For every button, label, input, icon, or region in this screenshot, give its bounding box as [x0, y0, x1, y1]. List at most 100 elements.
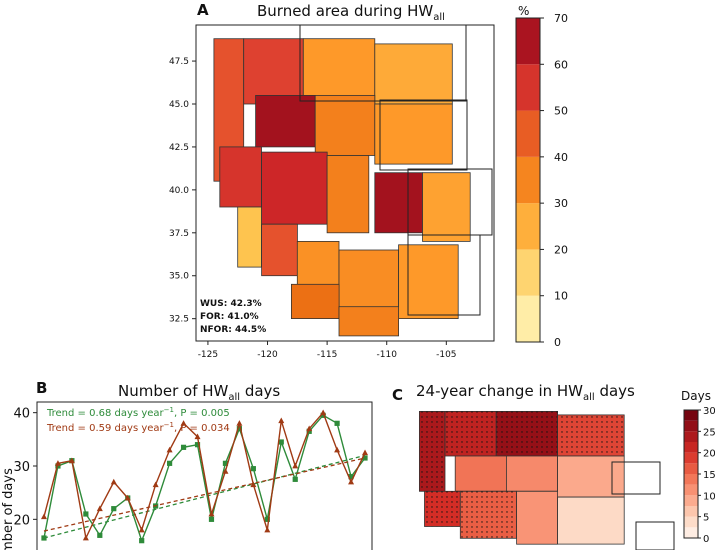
data-point [222, 468, 229, 474]
x-tick-label: -110 [377, 350, 398, 360]
data-point [138, 526, 145, 533]
data-point [362, 449, 369, 456]
state-box [379, 99, 468, 171]
data-point [194, 433, 201, 440]
data-point [306, 425, 313, 432]
panel-a-letter: A [197, 1, 209, 19]
b-y-tick-label: 40 [13, 407, 30, 422]
colorbar-c-bin [684, 452, 698, 464]
panel-b-frame [36, 401, 373, 550]
data-point [334, 420, 340, 426]
colorbar-c-tick-label: 20 [703, 449, 715, 460]
data-point [334, 446, 341, 453]
colorbar-c-bin [684, 431, 698, 442]
panel-c-letter: C [392, 386, 403, 404]
data-point [320, 412, 326, 418]
map-c-region [454, 455, 507, 492]
colorbar-a-frame [515, 17, 541, 343]
panel-c-title: 24-year change in HWall days [416, 382, 635, 403]
panel-b-plot: 20 30 40 [13, 407, 369, 544]
series-line [43, 411, 366, 541]
colorbar-a-unit: % [518, 4, 529, 18]
x-tick-label: -105 [436, 350, 456, 360]
trend-line [43, 457, 366, 532]
colorbar-c-tick-label: 25 [703, 427, 715, 438]
colorbar-c-tick-label: 30 [703, 406, 715, 417]
data-point [292, 476, 298, 482]
state-box [635, 521, 675, 550]
colorbar-a-bin [516, 110, 540, 157]
map-a-region [374, 172, 423, 234]
map-a-region [374, 43, 453, 105]
annotation-wus: WUS: 42.3% [200, 299, 262, 309]
data-point [180, 420, 187, 426]
map-c-region [505, 455, 558, 492]
data-point [264, 526, 271, 533]
map-a-region [243, 38, 304, 105]
panel-a-colorbar: 0 10 20 30 40 50 60 70 [515, 12, 568, 349]
colorbar-c-bin [684, 410, 698, 421]
panel-c: C 24-year change in HWall days 0 5 10 15 20 2… [392, 382, 715, 550]
colorbar-c-bin [684, 495, 698, 506]
x-tick-label: -115 [317, 350, 337, 360]
colorbar-a-bin [516, 64, 540, 111]
map-a-region [261, 223, 298, 277]
colorbar-c-bin [684, 420, 698, 432]
map-a-region [290, 283, 340, 319]
state-box [611, 461, 661, 495]
panel-a-title: Burned area during HWall [257, 2, 445, 23]
colorbar-a-tick-label: 20 [554, 243, 568, 256]
colorbar-a-bin [516, 18, 540, 65]
x-tick-label: -120 [257, 350, 278, 360]
map-c-stipple [460, 491, 517, 539]
x-tick-label: -125 [198, 350, 218, 360]
data-point [236, 426, 242, 432]
data-point [55, 463, 61, 469]
annotation-nfor: NFOR: 44.5% [200, 325, 266, 335]
state-box [299, 24, 467, 102]
data-point [83, 511, 89, 517]
data-point [40, 513, 47, 520]
map-a-region [338, 249, 399, 311]
data-point [292, 462, 299, 469]
colorbar-a-bin [516, 249, 540, 296]
colorbar-c-unit: Days [681, 389, 711, 403]
map-c-region [557, 455, 625, 498]
y-tick-label: 35.0 [169, 272, 189, 282]
panel-a: A Burned area during HWall WUS: 42.3% FO… [169, 1, 568, 360]
y-tick-label: 47.5 [169, 57, 189, 67]
map-a-region [374, 103, 453, 165]
map-c-stipple [445, 411, 497, 456]
series-line [43, 414, 366, 543]
map-a-region [219, 146, 262, 208]
data-point [139, 538, 145, 544]
map-a-region [314, 95, 376, 156]
colorbar-c-bin [684, 506, 698, 517]
data-point [278, 439, 284, 445]
map-a-region [237, 206, 262, 268]
colorbar-a-tick-label: 60 [554, 58, 568, 71]
colorbar-c-tick-label: 10 [703, 491, 715, 502]
panel-b-title: Number of HWall days [118, 382, 280, 403]
data-point [166, 446, 173, 453]
map-a-region [302, 38, 376, 96]
map-a-region [255, 95, 316, 148]
colorbar-a-bin [516, 203, 540, 250]
data-point [306, 428, 312, 434]
colorbar-a-tick-label: 10 [554, 290, 568, 303]
colorbar-a-tick-label: 40 [554, 151, 568, 164]
y-tick-label: 37.5 [169, 229, 189, 239]
panel-a-state-boxes [299, 24, 493, 316]
data-point [348, 478, 355, 485]
data-point [250, 481, 257, 488]
map-a-region [422, 172, 471, 242]
state-box [407, 234, 481, 316]
panel-b-letter: B [36, 379, 47, 397]
colorbar-c-tick-label: 5 [703, 513, 709, 524]
data-point [180, 444, 187, 450]
colorbar-c-bin [684, 474, 698, 485]
panel-b-ylabel: Number of days [1, 468, 16, 550]
data-point [348, 474, 354, 480]
trend-line [43, 454, 366, 539]
